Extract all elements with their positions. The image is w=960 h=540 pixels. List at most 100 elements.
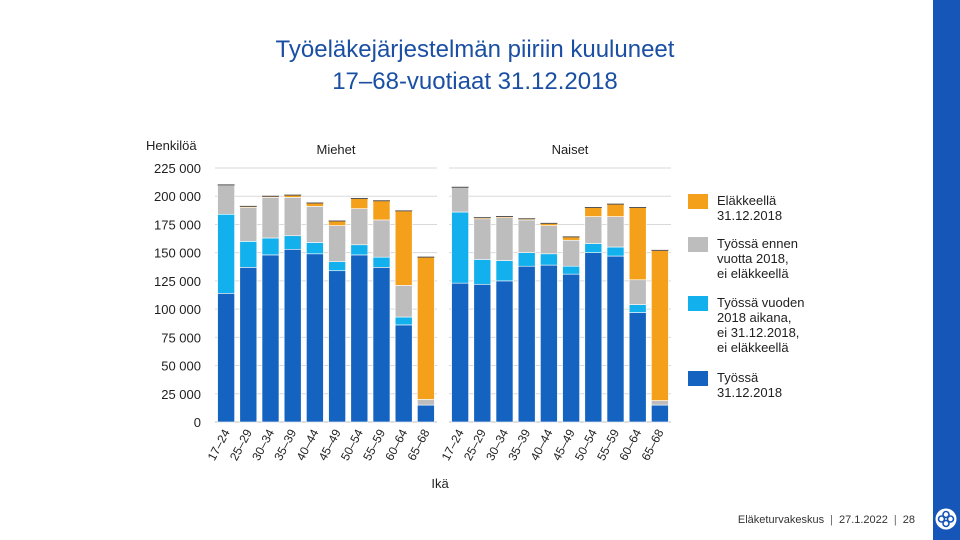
footer-organization: Eläketurvakeskus: [737, 514, 825, 526]
bar-segment-working: [328, 270, 346, 423]
bar-segment-retired: [562, 236, 580, 241]
bar-segment-retired: [328, 220, 346, 226]
y-tick-label: 125 000: [154, 274, 201, 289]
bar-segment-worked_during: [261, 237, 280, 256]
bar-segment-worked_before: [495, 217, 514, 261]
bar-segment-working: [473, 283, 492, 423]
bar-segment-retired: [372, 200, 391, 221]
footer: Eläketurvakeskus | 27.1.2022 | 28: [737, 514, 915, 526]
footer-page-number: 28: [902, 514, 915, 526]
bar-segment-worked_during: [517, 252, 536, 267]
bar-segment-worked_before: [306, 206, 324, 243]
y-tick-label: 225 000: [154, 161, 201, 176]
bar-segment-worked_during: [540, 253, 558, 266]
y-axis-label: Henkilöä: [146, 138, 197, 153]
y-tick-label: 50 000: [161, 359, 201, 374]
bar-segment-worked_during: [451, 211, 469, 284]
bar-segment-worked_before: [417, 399, 435, 406]
bar-segment-worked_before: [217, 184, 235, 215]
bar-segment-worked_during: [217, 213, 235, 294]
bar-segment-working: [217, 293, 235, 423]
bar-segment-worked_before: [261, 197, 280, 239]
legend-swatch: [688, 371, 708, 386]
bar-segment-retired: [394, 210, 413, 286]
bar-segment-retired: [306, 202, 324, 207]
bar-segment-worked_during: [628, 304, 647, 313]
panel-title: Naiset: [552, 142, 589, 157]
legend-label: Työssä ennen vuotta 2018, ei eläkkeellä: [717, 236, 798, 281]
chart-title-line1: Työeläkejärjestelmän piiriin kuuluneet: [275, 36, 675, 63]
bar-segment-working: [394, 324, 413, 423]
bar-segment-working: [606, 255, 625, 423]
bar-segment-worked_before: [372, 219, 391, 258]
bar-segment-worked_during: [239, 241, 258, 268]
bar-segment-working: [540, 264, 558, 423]
bar-segment-worked_during: [584, 243, 603, 253]
bar-segment-worked_before: [239, 207, 258, 242]
legend-item-worked_during: Työssä vuoden 2018 aikana, ei 31.12.2018…: [688, 295, 804, 355]
bar-segment-worked_during: [350, 244, 369, 256]
bar-segment-working: [239, 267, 258, 423]
bar-segment-worked_before: [283, 197, 302, 237]
bar-segment-worked_before: [451, 186, 469, 213]
bar-segment-worked_before: [328, 225, 346, 262]
bar-segment-retired: [651, 250, 669, 401]
bar-segment-worked_before: [517, 219, 536, 253]
organization-logo-icon: [935, 508, 957, 530]
bar-segment-working: [562, 273, 580, 423]
y-tick-label: 150 000: [154, 246, 201, 261]
bar-segment-worked_during: [328, 261, 346, 272]
legend-label: Työssä 31.12.2018: [717, 370, 783, 400]
legend-item-retired: Eläkkeellä 31.12.2018: [688, 193, 782, 223]
bar-segment-working: [584, 252, 603, 423]
bar-segment-worked_during: [495, 260, 514, 282]
legend-label: Eläkkeellä 31.12.2018: [717, 193, 783, 223]
bar-segment-worked_before: [651, 400, 669, 406]
bar-segment-working: [306, 253, 324, 423]
legend-item-worked_before: Työssä ennen vuotta 2018, ei eläkkeellä: [688, 236, 798, 281]
legend-swatch: [688, 194, 708, 209]
y-tick-label: 100 000: [154, 302, 201, 317]
bar-segment-working: [451, 282, 469, 423]
chart-title: Työeläkejärjestelmän piiriin kuuluneet 1…: [150, 34, 800, 98]
bar-segment-working: [350, 254, 369, 423]
x-axis-label: Ikä: [431, 476, 449, 491]
bar-segment-retired: [628, 207, 647, 281]
y-tick-label: 25 000: [161, 387, 201, 402]
y-tick-label: 175 000: [154, 217, 201, 232]
legend-swatch: [688, 237, 708, 252]
bar-segment-worked_during: [306, 242, 324, 255]
y-tick-label: 0: [194, 415, 201, 430]
bar-segment-retired: [584, 207, 603, 217]
bar-segment-worked_before: [628, 279, 647, 305]
legend-label: Työssä vuoden 2018 aikana, ei 31.12.2018…: [717, 295, 805, 355]
bar-segment-worked_during: [283, 235, 302, 250]
brand-side-bar: [933, 0, 960, 540]
bar-segment-working: [517, 265, 536, 423]
bar-segment-worked_before: [584, 216, 603, 244]
bar-segment-retired: [350, 198, 369, 209]
bar-segment-worked_before: [350, 208, 369, 246]
bar-segment-working: [651, 404, 669, 423]
footer-date: 27.1.2022: [838, 514, 888, 526]
bar-segment-working: [495, 280, 514, 423]
bar-segment-worked_before: [562, 239, 580, 267]
bar-segment-worked_during: [562, 265, 580, 275]
bar-segment-worked_before: [473, 218, 492, 260]
bar-segment-worked_during: [606, 246, 625, 257]
bar-segment-worked_before: [394, 285, 413, 318]
y-tick-label: 75 000: [161, 330, 201, 345]
bar-segment-working: [283, 248, 302, 423]
panel-title: Miehet: [316, 142, 355, 157]
bar-segment-working: [261, 254, 280, 423]
x-tick-label: 65–68: [405, 427, 433, 463]
bar-segment-working: [417, 404, 435, 423]
bar-segment-worked_before: [540, 225, 558, 255]
legend-item-working: Työssä 31.12.2018: [688, 370, 782, 400]
bar-segment-working: [372, 267, 391, 423]
bar-segment-working: [628, 312, 647, 423]
bar-segment-worked_during: [372, 256, 391, 268]
bar-segment-worked_before: [606, 216, 625, 248]
y-tick-label: 200 000: [154, 189, 201, 204]
